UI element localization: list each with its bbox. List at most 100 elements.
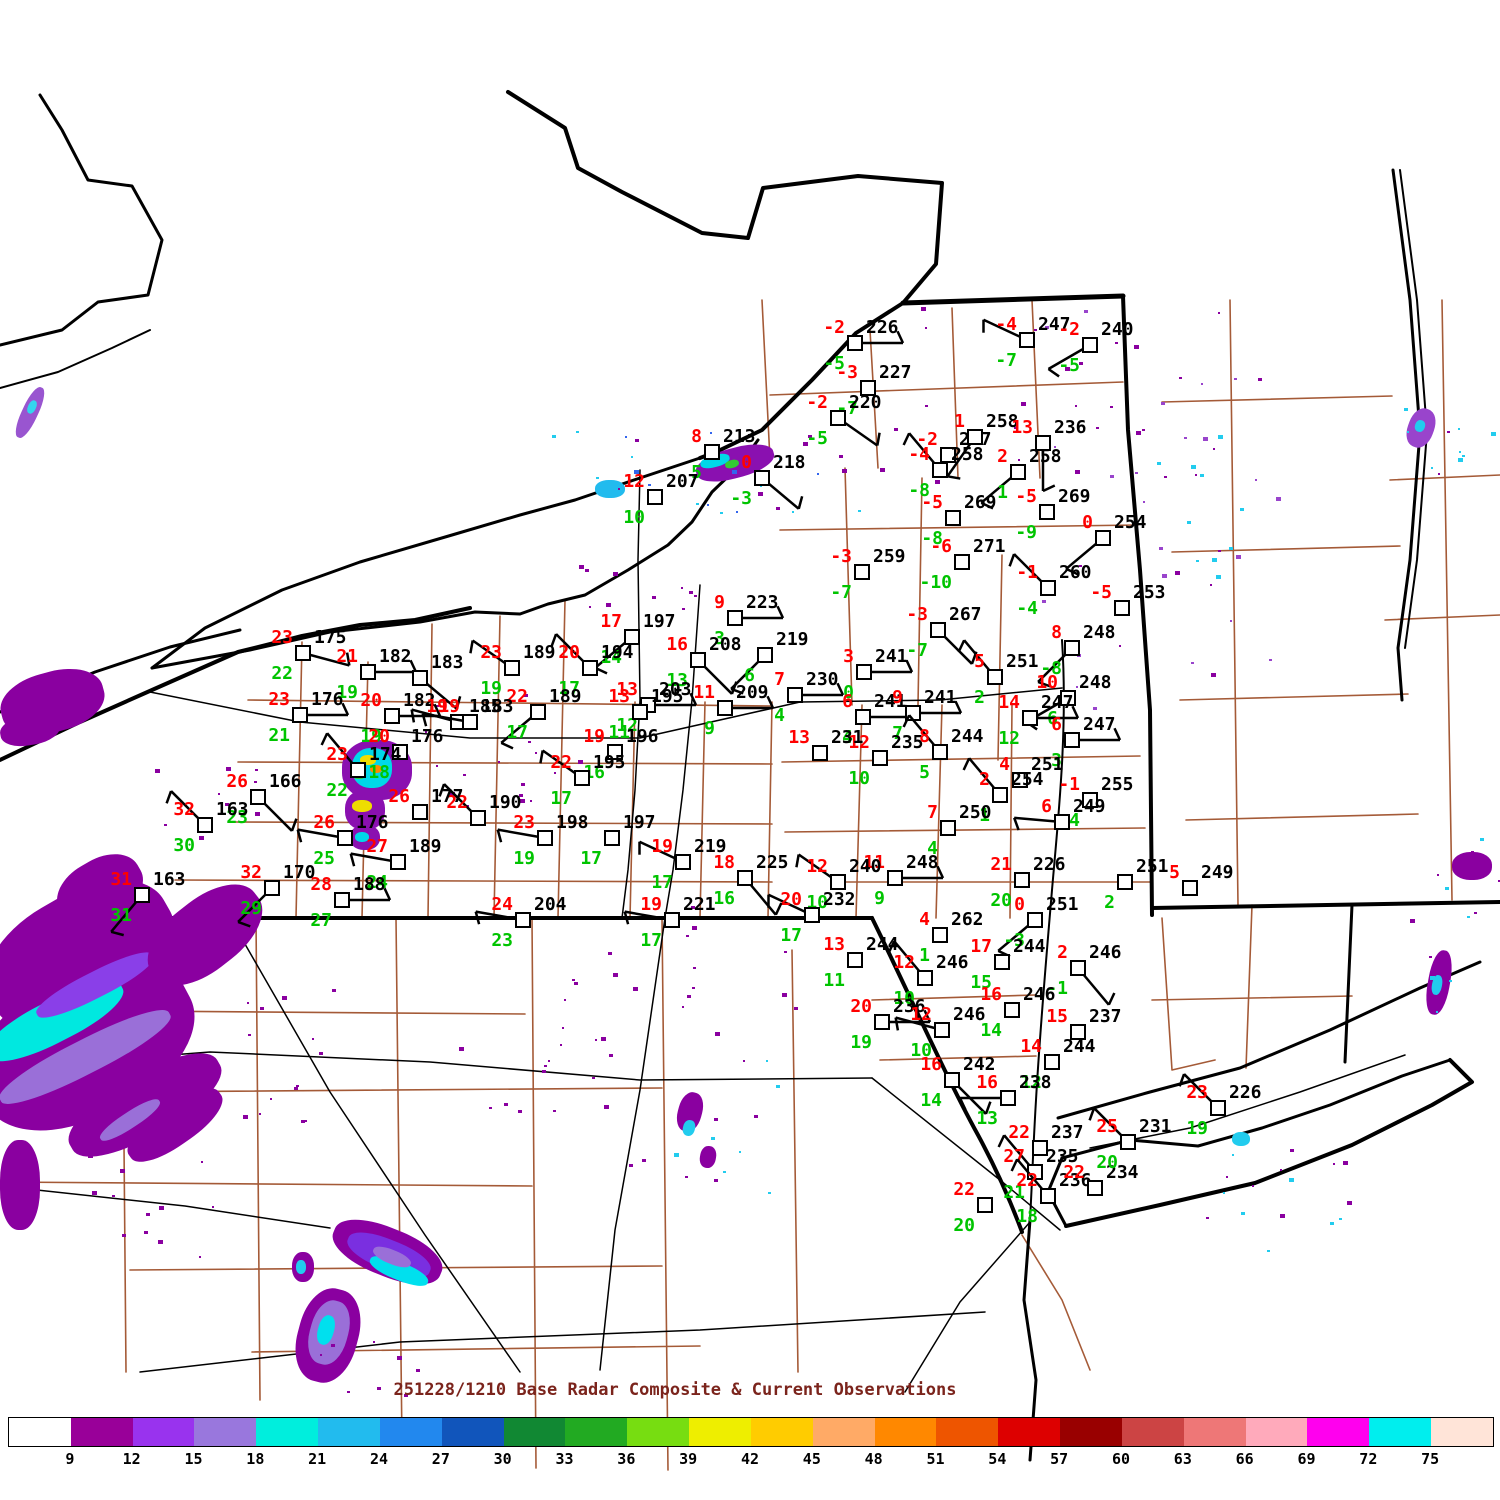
colorbar-segment (9, 1418, 71, 1446)
station-marker (812, 745, 828, 761)
wind-barb-tick (1047, 367, 1060, 378)
wind-barb-tick (345, 652, 351, 666)
station-marker (944, 1072, 960, 1088)
station-dewpoint: -8 (1040, 658, 1062, 679)
colorbar-label: 72 (1359, 1450, 1378, 1468)
station-pressure: 226 (1229, 1082, 1262, 1103)
station-pressure: 246 (953, 1004, 986, 1025)
station-temperature: 19 (583, 726, 605, 747)
station-pressure: 218 (773, 452, 806, 473)
station-temperature: 12 (848, 732, 870, 753)
station-temperature: 12 (910, 1004, 932, 1025)
station-marker (1035, 435, 1051, 451)
wind-barb-tick (1088, 1107, 1096, 1121)
station-pressure: 246 (1023, 984, 1056, 1005)
station-marker (1040, 580, 1056, 596)
station-pressure: 230 (806, 669, 839, 690)
wind-barb-tick (1037, 680, 1051, 688)
station-marker (504, 660, 520, 676)
wind-barb-tick (1065, 567, 1079, 576)
station-marker (1019, 332, 1035, 348)
station-dewpoint: 29 (240, 898, 262, 919)
station-marker (292, 707, 308, 723)
station-dewpoint: 2 (1104, 892, 1115, 913)
station-pressure: 195 (593, 752, 626, 773)
station-marker (930, 622, 946, 638)
station-dewpoint: 21 (1003, 1182, 1025, 1203)
station-marker (992, 787, 1008, 803)
station-temperature: 26 (388, 786, 410, 807)
station-pressure: 213 (723, 426, 756, 447)
station-pressure: 249 (1201, 862, 1234, 883)
station-marker (390, 854, 406, 870)
station-marker (412, 804, 428, 820)
station-pressure: 176 (311, 689, 344, 710)
station-pressure: 238 (1019, 1072, 1052, 1093)
station-temperature: -2 (806, 392, 828, 413)
wind-barb-tick (954, 700, 963, 714)
colorbar-segment (1431, 1418, 1493, 1446)
station-temperature: 22 (953, 1179, 975, 1200)
station-dewpoint: 14 (980, 1020, 1002, 1041)
station-pressure: 197 (623, 812, 656, 833)
station-marker (647, 489, 663, 505)
station-marker (462, 714, 478, 730)
station-temperature: 23 (513, 812, 535, 833)
station-pressure: 244 (1013, 936, 1046, 957)
station-temperature: 13 (608, 686, 630, 707)
colorbar-segment (70, 1418, 133, 1446)
station-dewpoint: 19 (850, 1032, 872, 1053)
station-temperature: 22 (1016, 1170, 1038, 1191)
station-dewpoint: -7 (906, 640, 928, 661)
station-pressure: 194 (601, 642, 634, 663)
station-pressure: 249 (1073, 796, 1106, 817)
station-dewpoint: 17 (550, 788, 572, 809)
station-marker (977, 1197, 993, 1213)
station-marker (757, 647, 773, 663)
wind-barb-tick (1107, 992, 1116, 1006)
station-pressure: 209 (736, 682, 769, 703)
map-title: 251228/1210 Base Radar Composite & Curre… (393, 1380, 957, 1400)
station-temperature: -1 (1058, 774, 1080, 795)
station-marker (932, 927, 948, 943)
station-temperature: 13 (616, 679, 638, 700)
station-temperature: 19 (438, 696, 460, 717)
station-marker (887, 870, 903, 886)
wind-barb-tick (958, 1097, 967, 1111)
station-dewpoint: 1 (997, 482, 1008, 503)
station-marker (704, 444, 720, 460)
station-pressure: 183 (481, 696, 514, 717)
station-marker (737, 870, 753, 886)
station-temperature: 17 (970, 936, 992, 957)
colorbar-segment (565, 1418, 628, 1446)
station-temperature: -4 (995, 314, 1017, 335)
station-dewpoint: 16 (713, 888, 735, 909)
station-dewpoint: 18 (368, 762, 390, 783)
station-dewpoint: -7 (995, 350, 1017, 371)
colorbar-label: 21 (308, 1450, 327, 1468)
station-dewpoint: 10 (910, 1040, 932, 1061)
station-temperature: 6 (842, 691, 853, 712)
colorbar-label: 18 (246, 1450, 265, 1468)
station-marker (717, 700, 733, 716)
wind-barb-tick (1071, 705, 1080, 719)
station-marker (690, 652, 706, 668)
wind-barb-tick (421, 713, 428, 727)
station-temperature: 23 (326, 744, 348, 765)
station-temperature: 14 (1020, 1036, 1042, 1057)
wind-barb-tick (887, 940, 896, 954)
station-marker (854, 564, 870, 580)
station-marker (1120, 1134, 1136, 1150)
station-pressure: 251 (1006, 651, 1039, 672)
station-marker (360, 664, 376, 680)
station-dewpoint: 12 (616, 715, 638, 736)
station-temperature: -1 (1016, 562, 1038, 583)
wind-barb-tick (896, 330, 905, 344)
colorbar-label: 69 (1297, 1450, 1316, 1468)
colorbar-segment (812, 1418, 875, 1446)
wind-barb-tick (997, 1134, 1006, 1148)
station-temperature: 3 (843, 646, 854, 667)
wind-barb-tick (1113, 727, 1122, 741)
station-pressure: 247 (1038, 314, 1071, 335)
station-pressure: 247 (1041, 692, 1074, 713)
